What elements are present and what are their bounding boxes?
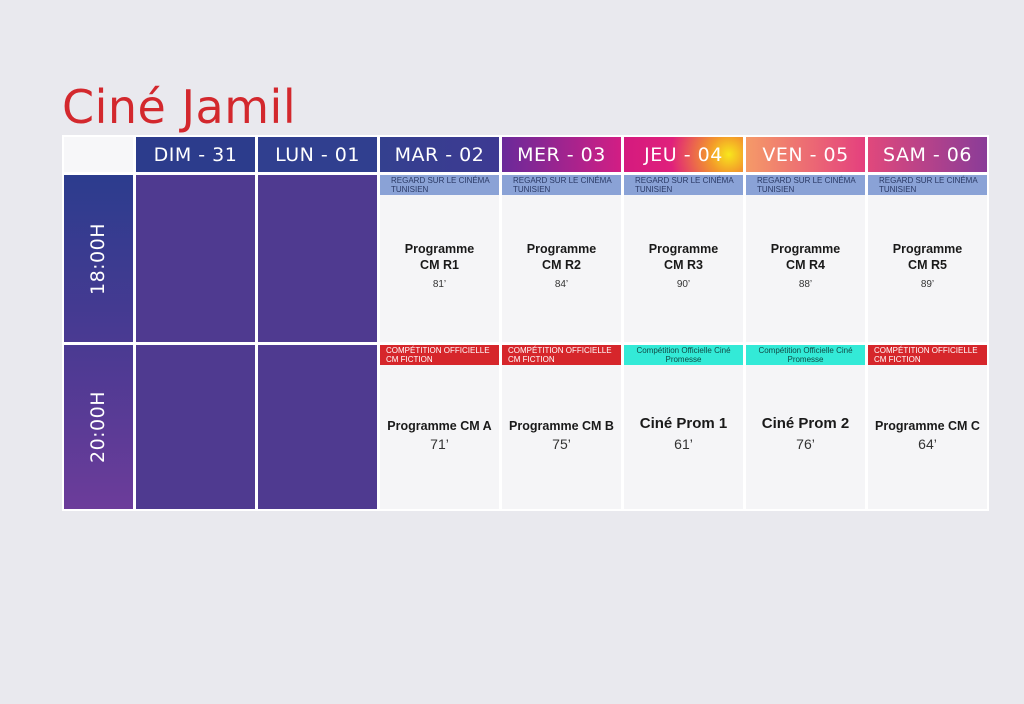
slot-lun-20 [258,345,377,509]
program-title: Programme CM R4 [770,242,841,272]
section-tag: REGARD SUR LE CINÉMA TUNISIEN [746,175,865,195]
program-title: Programme CM R2 [526,242,597,272]
slot-lun-18 [258,175,377,342]
slot-dim-20 [136,345,255,509]
slot-sam-20[interactable]: COMPÉTITION OFFICIELLE CM FICTION Progra… [868,345,987,509]
program-title: Programme CM C [875,419,980,433]
slot-sam-18[interactable]: REGARD SUR LE CINÉMA TUNISIEN Programme … [868,175,987,342]
slot-mar-20-program[interactable]: COMPÉTITION OFFICIELLE CM FICTION Progra… [380,345,499,509]
program-duration: 71’ [430,436,449,452]
slot-dim-18 [136,175,255,342]
section-tag: REGARD SUR LE CINÉMA TUNISIEN [502,175,621,195]
grid-corner [64,137,133,172]
program-title: Programme CM R3 [648,242,719,272]
slot-mer-18[interactable]: REGARD SUR LE CINÉMA TUNISIEN Programme … [502,175,621,342]
program-title: Programme CM B [509,419,614,433]
section-tag: REGARD SUR LE CINÉMA TUNISIEN [380,175,499,195]
program-title: Programme CM R5 [892,242,963,272]
program-duration: 89’ [920,279,935,290]
day-header-lun: LUN - 01 [258,137,377,172]
program-title: Programme CM A [387,419,492,433]
day-header-mar: MAR - 02 [380,137,499,172]
day-header-ven: VEN - 05 [746,137,865,172]
program-duration: 61’ [674,436,693,452]
schedule-grid: DIM - 31 LUN - 01 MAR - 02 MER - 03 JEU … [62,135,989,511]
program-title: Programme CM R1 [404,242,475,272]
section-tag: REGARD SUR LE CINÉMA TUNISIEN [624,175,743,195]
program-title: Ciné Prom 1 [639,415,728,432]
day-header-dim: DIM - 31 [136,137,255,172]
day-header-jeu: JEU - 04 [624,137,743,172]
day-header-sam: SAM - 06 [868,137,987,172]
program-title: Ciné Prom 2 [761,415,850,432]
slot-jeu-18[interactable]: REGARD SUR LE CINÉMA TUNISIEN Programme … [624,175,743,342]
program-duration: 64’ [918,436,937,452]
section-tag: Compétition Officielle Ciné Promesse [624,345,743,365]
time-label-18: 18:00H [64,175,133,342]
day-header-mer: MER - 03 [502,137,621,172]
section-tag: Compétition Officielle Ciné Promesse [746,345,865,365]
program-duration: 75’ [552,436,571,452]
program-duration: 90’ [676,279,691,290]
slot-ven-20[interactable]: Compétition Officielle Ciné Promesse Cin… [746,345,865,509]
program-duration: 81’ [432,279,447,290]
slot-ven-18[interactable]: REGARD SUR LE CINÉMA TUNISIEN Programme … [746,175,865,342]
section-tag: COMPÉTITION OFFICIELLE CM FICTION [380,345,499,365]
section-tag: COMPÉTITION OFFICIELLE CM FICTION [502,345,621,365]
page-title: Ciné Jamil [62,80,297,134]
slot-mer-20[interactable]: COMPÉTITION OFFICIELLE CM FICTION Progra… [502,345,621,509]
program-duration: 88’ [798,279,813,290]
program-duration: 84’ [554,279,569,290]
section-tag: COMPÉTITION OFFICIELLE CM FICTION [868,345,987,365]
slot-jeu-20[interactable]: Compétition Officielle Ciné Promesse Cin… [624,345,743,509]
time-label-20-text: 20:00H [87,390,110,464]
section-tag: REGARD SUR LE CINÉMA TUNISIEN [868,175,987,195]
program-duration: 76’ [796,436,815,452]
time-label-18-text: 18:00H [87,222,110,295]
time-label-20: 20:00H [64,345,133,509]
slot-mar-18[interactable]: REGARD SUR LE CINÉMA TUNISIEN Programme … [380,175,499,342]
